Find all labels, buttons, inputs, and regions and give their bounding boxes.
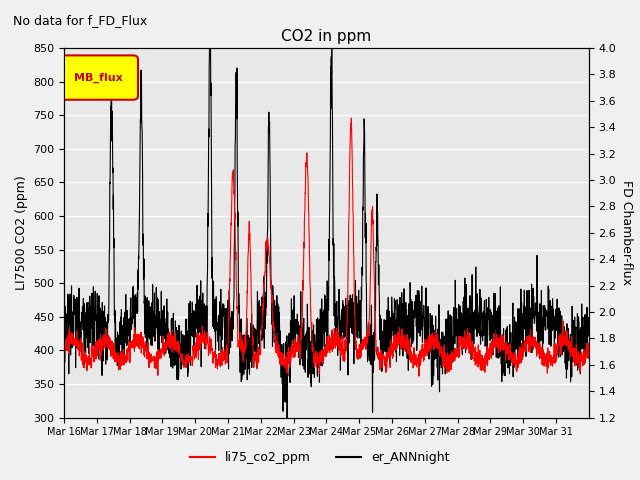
Text: MB_flux: MB_flux (74, 72, 122, 83)
FancyBboxPatch shape (60, 55, 138, 100)
Text: No data for f_FD_Flux: No data for f_FD_Flux (13, 14, 147, 27)
Y-axis label: FD Chamber-flux: FD Chamber-flux (620, 180, 633, 285)
Legend: li75_co2_ppm, er_ANNnight: li75_co2_ppm, er_ANNnight (186, 446, 454, 469)
Title: CO2 in ppm: CO2 in ppm (281, 29, 372, 44)
Y-axis label: LI7500 CO2 (ppm): LI7500 CO2 (ppm) (15, 175, 28, 290)
